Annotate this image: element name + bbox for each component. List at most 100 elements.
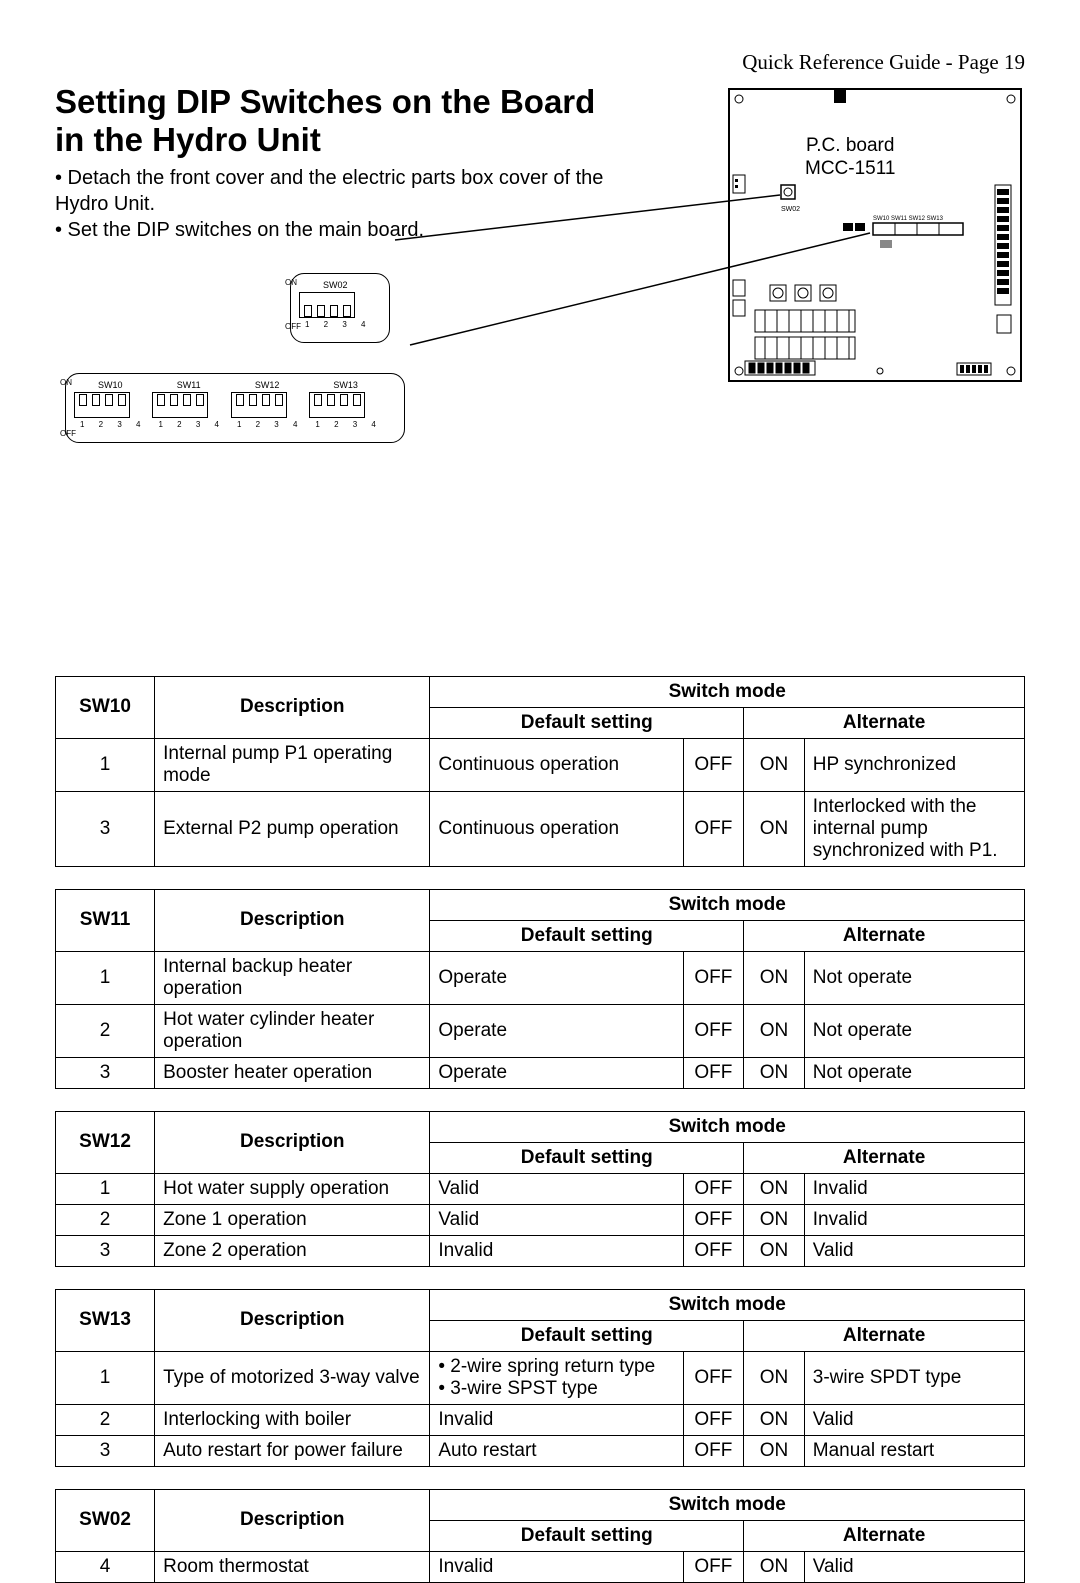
- cell-description: Booster heater operation: [155, 1057, 430, 1088]
- dip-sw-nums: 1 2 3 4: [237, 420, 303, 429]
- th-sw: SW11: [56, 889, 155, 951]
- cell-description: Room thermostat: [155, 1551, 430, 1582]
- cell-default: Continuous operation: [430, 738, 683, 791]
- cell-description: Hot water supply operation: [155, 1173, 430, 1204]
- cell-default: Invalid: [430, 1551, 683, 1582]
- cell-on: ON: [744, 1551, 805, 1582]
- dip-sw11: SW11 1 2 3 4: [152, 380, 224, 436]
- cell-alternate: Valid: [804, 1404, 1024, 1435]
- dip-sw-nums: 1 2 3 4: [158, 420, 224, 429]
- cell-off: OFF: [683, 1404, 744, 1435]
- dip-sw02: SW02 ON OFF 1 2 3 4: [299, 280, 371, 329]
- pcb-label-line2: MCC-1511: [805, 158, 895, 179]
- th-switch-mode: Switch mode: [430, 676, 1025, 707]
- cell-on: ON: [744, 951, 805, 1004]
- cell-alternate: Interlocked with the internal pump synch…: [804, 791, 1024, 866]
- cell-alternate: Not operate: [804, 1004, 1024, 1057]
- dip-sw02-label: SW02: [299, 280, 371, 290]
- dip-block-sw02: SW02 ON OFF 1 2 3 4: [290, 273, 390, 343]
- cell-on: ON: [744, 791, 805, 866]
- cell-alternate: Not operate: [804, 1057, 1024, 1088]
- table-row: 1Hot water supply operationValidOFFONInv…: [56, 1173, 1025, 1204]
- cell-switch-num: 4: [56, 1551, 155, 1582]
- th-sw: SW02: [56, 1489, 155, 1551]
- cell-alternate: Not operate: [804, 951, 1024, 1004]
- dip-sw-nums: 1 2 3 4: [80, 420, 146, 429]
- cell-default: Invalid: [430, 1235, 683, 1266]
- cell-on: ON: [744, 1057, 805, 1088]
- page-header: Quick Reference Guide - Page 19: [55, 50, 1025, 75]
- cell-alternate: Valid: [804, 1235, 1024, 1266]
- dip-sw02-body: [299, 292, 355, 318]
- cell-alternate: Valid: [804, 1551, 1024, 1582]
- cell-off: OFF: [683, 1435, 744, 1466]
- dip-table-sw12: SW12DescriptionSwitch modeDefault settin…: [55, 1111, 1025, 1267]
- th-alternate: Alternate: [744, 707, 1025, 738]
- th-sw: SW12: [56, 1111, 155, 1173]
- cell-switch-num: 1: [56, 1173, 155, 1204]
- dip-sw12-body: [231, 392, 287, 418]
- cell-switch-num: 2: [56, 1404, 155, 1435]
- th-alternate: Alternate: [744, 920, 1025, 951]
- table-row: 3Zone 2 operationInvalidOFFONValid: [56, 1235, 1025, 1266]
- cell-description: Internal backup heater operation: [155, 951, 430, 1004]
- cell-default: Auto restart: [430, 1435, 683, 1466]
- cell-off: OFF: [683, 1204, 744, 1235]
- cell-default: • 2-wire spring return type • 3-wire SPS…: [430, 1351, 683, 1404]
- cell-on: ON: [744, 1404, 805, 1435]
- th-sw: SW13: [56, 1289, 155, 1351]
- cell-off: OFF: [683, 951, 744, 1004]
- cell-on: ON: [744, 738, 805, 791]
- cell-off: OFF: [683, 738, 744, 791]
- instructions: • Detach the front cover and the electri…: [55, 165, 615, 243]
- dip-sw-nums: 1 2 3 4: [315, 420, 381, 429]
- table-row: 1Internal pump P1 operating modeContinuo…: [56, 738, 1025, 791]
- cell-on: ON: [744, 1235, 805, 1266]
- cell-alternate: 3-wire SPDT type: [804, 1351, 1024, 1404]
- cell-alternate: HP synchronized: [804, 738, 1024, 791]
- instruction-1: • Detach the front cover and the electri…: [55, 165, 615, 217]
- dip-table-sw11: SW11DescriptionSwitch modeDefault settin…: [55, 889, 1025, 1089]
- cell-default: Valid: [430, 1204, 683, 1235]
- cell-alternate: Invalid: [804, 1204, 1024, 1235]
- cell-off: OFF: [683, 1057, 744, 1088]
- table-row: 3Auto restart for power failureAuto rest…: [56, 1435, 1025, 1466]
- cell-description: Type of motorized 3-way valve: [155, 1351, 430, 1404]
- th-description: Description: [155, 889, 430, 951]
- th-description: Description: [155, 1489, 430, 1551]
- th-alternate: Alternate: [744, 1320, 1025, 1351]
- dip-sw12: SW12 1 2 3 4: [231, 380, 303, 436]
- dip-sw13: SW13 1 2 3 4: [309, 380, 381, 436]
- th-switch-mode: Switch mode: [430, 1489, 1025, 1520]
- cell-description: Auto restart for power failure: [155, 1435, 430, 1466]
- cell-description: Hot water cylinder heater operation: [155, 1004, 430, 1057]
- cell-on: ON: [744, 1173, 805, 1204]
- th-description: Description: [155, 1289, 430, 1351]
- cell-off: OFF: [683, 1004, 744, 1057]
- cell-switch-num: 1: [56, 738, 155, 791]
- th-alternate: Alternate: [744, 1520, 1025, 1551]
- table-row: 3External P2 pump operationContinuous op…: [56, 791, 1025, 866]
- dip-table-sw02: SW02DescriptionSwitch modeDefault settin…: [55, 1489, 1025, 1583]
- cell-on: ON: [744, 1351, 805, 1404]
- instruction-2: • Set the DIP switches on the main board…: [55, 217, 615, 243]
- th-default-setting: Default setting: [430, 707, 744, 738]
- title-line-2: in the Hydro Unit: [55, 121, 321, 158]
- dip-table-sw13: SW13DescriptionSwitch modeDefault settin…: [55, 1289, 1025, 1467]
- cell-default: Invalid: [430, 1404, 683, 1435]
- tables-wrap: SW10DescriptionSwitch modeDefault settin…: [55, 676, 1025, 1583]
- cell-alternate: Invalid: [804, 1173, 1024, 1204]
- cell-default: Operate: [430, 951, 683, 1004]
- dip-sw11-label: SW11: [152, 380, 224, 390]
- cell-on: ON: [744, 1204, 805, 1235]
- dip-diagram: SW02 ON OFF 1 2 3 4 SW10 ON OFF 1: [65, 273, 575, 458]
- cell-alternate: Manual restart: [804, 1435, 1024, 1466]
- dip-off-label: OFF: [60, 429, 76, 438]
- dip-sw13-body: [309, 392, 365, 418]
- dip-sw12-label: SW12: [231, 380, 303, 390]
- dip-table-sw10: SW10DescriptionSwitch modeDefault settin…: [55, 676, 1025, 867]
- title-line-1: Setting DIP Switches on the Board: [55, 83, 595, 120]
- cell-switch-num: 3: [56, 1435, 155, 1466]
- dip-on-label: ON: [60, 378, 72, 387]
- cell-switch-num: 1: [56, 951, 155, 1004]
